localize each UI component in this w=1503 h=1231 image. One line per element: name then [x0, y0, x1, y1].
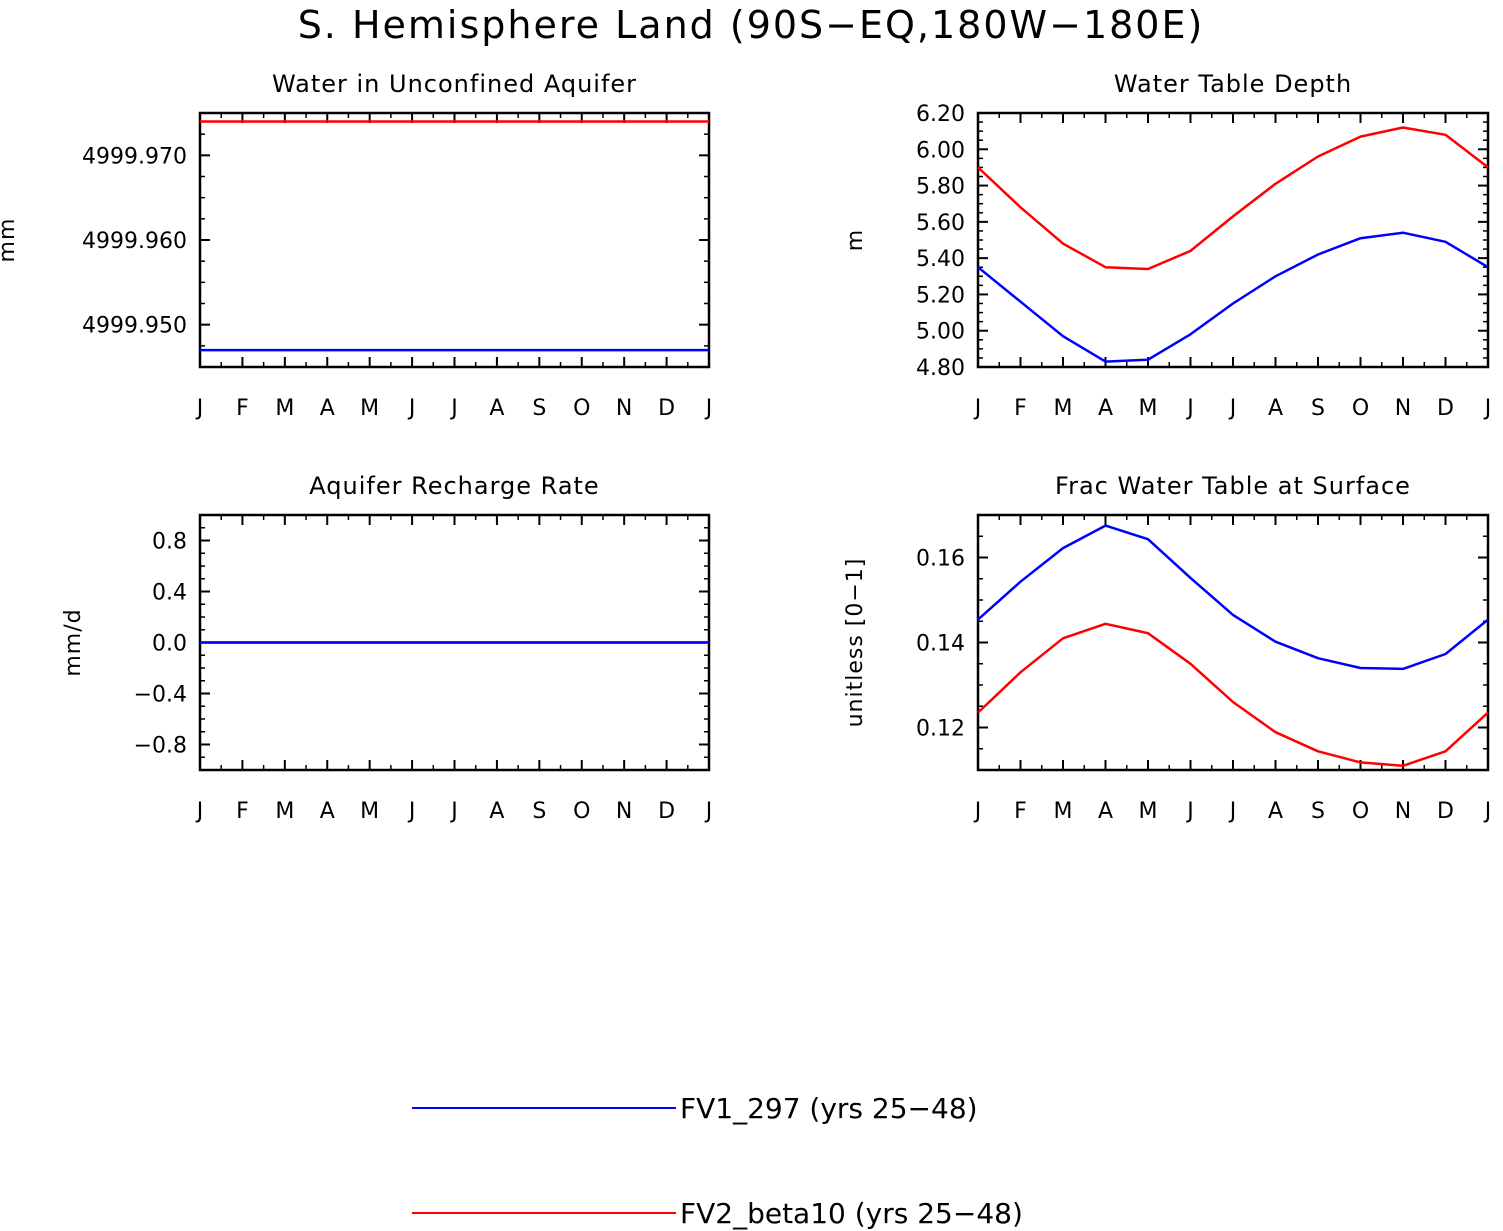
x-tick-label: O [1352, 799, 1369, 824]
figure-title: S. Hemisphere Land (90S−EQ,180W−180E) [298, 3, 1205, 47]
x-tick-label: J [973, 396, 982, 421]
x-tick-label: O [573, 396, 590, 421]
legend-label-fv1: FV1_297 (yrs 25−48) [680, 1092, 978, 1125]
x-tick-label: M [1054, 396, 1073, 421]
x-tick-label: M [360, 799, 379, 824]
panels: J F M A M J J A S O N D J4999.9504999.9604999.970Wat… [0, 70, 1491, 824]
x-tick-label: J [1483, 799, 1492, 824]
y-axis-label: mm/d [61, 608, 86, 676]
x-tick-label: F [1014, 396, 1027, 421]
panel-title: Water Table Depth [1114, 70, 1352, 98]
x-tick-label: A [489, 799, 504, 824]
x-tick-label: F [236, 799, 249, 824]
x-tick-label: A [1268, 799, 1283, 824]
x-tick-label: J [973, 799, 982, 824]
x-tick-label: M [1139, 396, 1158, 421]
y-tick-label: 0.16 [916, 547, 965, 572]
legend: FV1_297 (yrs 25−48) FV2_beta10 (yrs 25−4… [412, 1092, 1023, 1230]
x-tick-label: J [704, 799, 713, 824]
y-tick-label: 0.8 [152, 530, 187, 555]
panel-2: J F M A M J J A S O N D J4.805.005.205.405.605.806.0… [843, 70, 1491, 421]
series-line-1 [977, 231, 1489, 363]
y-tick-label: 0.0 [152, 632, 187, 657]
x-tick-label: S [532, 396, 546, 421]
y-tick-label: 5.60 [916, 211, 965, 236]
x-tick-label: A [1268, 396, 1283, 421]
y-tick-label: 4.80 [916, 356, 965, 381]
x-tick-label: M [1054, 799, 1073, 824]
x-tick-label: D [1437, 396, 1454, 421]
legend-label-fv2: FV2_beta10 (yrs 25−48) [680, 1197, 1023, 1230]
x-tick-label: F [236, 396, 249, 421]
panel-1: J F M A M J J A S O N D J4999.9504999.9604999.970Wat… [0, 70, 712, 421]
y-tick-label: 5.00 [916, 320, 965, 345]
x-tick-label: F [1014, 799, 1027, 824]
x-tick-label: A [320, 799, 335, 824]
x-tick-label: J [1185, 396, 1194, 421]
x-tick-label: D [1437, 799, 1454, 824]
x-tick-label: O [1352, 396, 1369, 421]
y-tick-label: −0.8 [134, 734, 187, 759]
x-tick-label: J [1228, 396, 1237, 421]
x-tick-label: J [449, 396, 458, 421]
y-tick-label: 4999.950 [82, 314, 187, 339]
x-tick-label: S [532, 799, 546, 824]
y-tick-label: 0.12 [916, 717, 965, 742]
plot-frame [198, 111, 711, 369]
y-tick-label: 0.14 [916, 632, 965, 657]
x-tick-label: A [489, 396, 504, 421]
x-tick-label: J [704, 396, 713, 421]
x-tick-label: S [1311, 396, 1325, 421]
y-axis-label: m [843, 229, 868, 251]
x-tick-label: M [1139, 799, 1158, 824]
x-tick-label: J [407, 799, 416, 824]
x-tick-label: J [1185, 799, 1194, 824]
y-tick-label: 6.00 [916, 138, 965, 163]
x-tick-label: A [320, 396, 335, 421]
x-tick-label: J [195, 799, 204, 824]
y-axis-label: unitless [0−1] [843, 558, 868, 728]
x-tick-label: S [1311, 799, 1325, 824]
series-line-1 [977, 524, 1489, 671]
x-tick-label: J [1483, 396, 1492, 421]
y-tick-label: 4999.960 [82, 229, 187, 254]
panel-title: Frac Water Table at Surface [1055, 472, 1411, 500]
y-tick-label: 5.80 [916, 175, 965, 200]
x-tick-label: N [616, 799, 632, 824]
x-tick-label: A [1098, 396, 1113, 421]
x-tick-label: J [407, 396, 416, 421]
x-tick-label: J [195, 396, 204, 421]
y-tick-label: 0.4 [152, 581, 187, 606]
panel-title: Water in Unconfined Aquifer [272, 70, 637, 98]
y-tick-label: 5.20 [916, 283, 965, 308]
y-tick-label: 5.40 [916, 247, 965, 272]
x-tick-label: M [360, 396, 379, 421]
x-tick-label: M [275, 396, 294, 421]
x-tick-label: N [616, 396, 632, 421]
x-tick-label: M [275, 799, 294, 824]
x-tick-label: J [449, 799, 458, 824]
x-tick-label: O [573, 799, 590, 824]
y-tick-label: 4999.970 [82, 144, 187, 169]
y-tick-label: 6.20 [916, 102, 965, 127]
x-tick-label: N [1395, 396, 1411, 421]
panel-title: Aquifer Recharge Rate [309, 472, 599, 500]
x-tick-label: D [658, 396, 675, 421]
series-line-2 [977, 126, 1489, 271]
x-tick-label: D [658, 799, 675, 824]
y-axis-label: mm [0, 218, 20, 263]
y-tick-label: −0.4 [134, 683, 187, 708]
x-tick-label: A [1098, 799, 1113, 824]
series-line-2 [977, 622, 1489, 768]
x-tick-label: N [1395, 799, 1411, 824]
x-tick-label: J [1228, 799, 1237, 824]
